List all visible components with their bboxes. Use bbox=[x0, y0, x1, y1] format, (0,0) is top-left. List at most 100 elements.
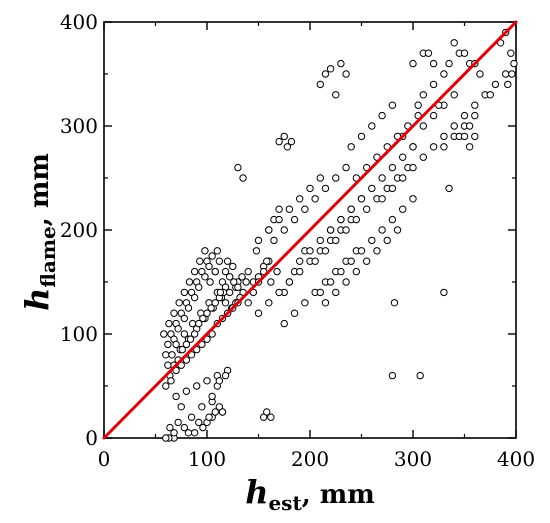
data-point bbox=[342, 163, 350, 172]
data-point bbox=[450, 91, 458, 99]
data-point bbox=[316, 236, 324, 245]
data-point bbox=[170, 429, 178, 437]
data-point bbox=[321, 299, 330, 307]
data-point bbox=[296, 195, 304, 203]
data-point bbox=[280, 226, 288, 234]
data-point bbox=[429, 59, 438, 68]
x-tick-label: 300 bbox=[394, 447, 432, 471]
data-point bbox=[383, 236, 391, 245]
data-point bbox=[429, 80, 438, 89]
data-point bbox=[416, 371, 424, 380]
data-point bbox=[180, 288, 189, 297]
data-point bbox=[265, 226, 273, 234]
data-point bbox=[357, 132, 366, 141]
data-point bbox=[162, 382, 170, 390]
data-point bbox=[172, 392, 180, 401]
data-point bbox=[326, 278, 335, 286]
data-point bbox=[190, 330, 199, 338]
data-point bbox=[254, 309, 263, 317]
data-point bbox=[471, 111, 479, 120]
data-point bbox=[510, 59, 518, 68]
data-point bbox=[195, 283, 203, 291]
data-point bbox=[242, 278, 250, 286]
data-point bbox=[301, 299, 309, 307]
y-tick-label: 100 bbox=[60, 322, 98, 346]
data-point bbox=[388, 371, 397, 380]
data-point bbox=[460, 49, 469, 57]
data-point bbox=[280, 132, 288, 141]
data-point bbox=[465, 143, 474, 151]
data-point bbox=[326, 226, 335, 234]
data-point bbox=[311, 257, 319, 265]
data-point bbox=[326, 65, 335, 73]
y-tick-label: 300 bbox=[60, 114, 98, 138]
data-point bbox=[170, 309, 178, 317]
data-point bbox=[440, 132, 448, 141]
data-point bbox=[174, 418, 182, 427]
data-point bbox=[195, 319, 203, 328]
data-point bbox=[180, 423, 189, 432]
data-point bbox=[230, 278, 238, 286]
data-point bbox=[445, 59, 453, 68]
data-point bbox=[285, 278, 294, 286]
y-axis-title-unit: , mm bbox=[25, 153, 55, 226]
data-point bbox=[193, 382, 201, 390]
data-point bbox=[280, 319, 288, 328]
data-point bbox=[332, 174, 340, 182]
y-tick-label: 0 bbox=[85, 426, 98, 450]
data-point bbox=[207, 304, 215, 312]
data-point bbox=[347, 205, 355, 213]
data-point bbox=[301, 205, 309, 213]
data-point bbox=[388, 101, 397, 109]
data-point bbox=[321, 184, 330, 193]
data-point bbox=[486, 91, 494, 99]
data-point bbox=[275, 215, 283, 224]
data-point bbox=[162, 351, 170, 359]
data-point bbox=[182, 340, 191, 349]
data-point bbox=[342, 278, 350, 286]
data-point bbox=[190, 429, 199, 437]
data-point bbox=[337, 215, 345, 224]
y-tick-label: 200 bbox=[60, 218, 98, 242]
data-point bbox=[399, 153, 407, 161]
data-point bbox=[162, 434, 170, 442]
data-point bbox=[388, 163, 397, 172]
data-point bbox=[445, 184, 453, 193]
data-point bbox=[201, 247, 209, 255]
data-point bbox=[211, 408, 219, 416]
data-point bbox=[199, 314, 207, 323]
data-point bbox=[399, 174, 407, 182]
data-point bbox=[362, 205, 371, 213]
y-tick-label: 400 bbox=[60, 10, 98, 34]
data-point bbox=[198, 403, 206, 411]
data-point bbox=[185, 278, 194, 286]
data-point bbox=[229, 262, 237, 271]
x-tick-label: 100 bbox=[188, 447, 226, 471]
x-axis-title-main: h bbox=[245, 473, 268, 511]
data-point bbox=[504, 80, 512, 89]
data-point bbox=[450, 39, 458, 47]
data-point bbox=[234, 283, 242, 291]
data-point bbox=[213, 247, 222, 255]
data-point bbox=[440, 70, 448, 78]
data-point bbox=[296, 267, 304, 276]
data-point bbox=[167, 377, 175, 385]
data-point bbox=[342, 70, 350, 78]
data-point bbox=[424, 49, 433, 57]
data-point bbox=[175, 299, 183, 307]
data-point bbox=[190, 293, 199, 302]
data-point bbox=[244, 299, 252, 307]
data-point bbox=[225, 273, 234, 281]
data-point bbox=[221, 267, 230, 276]
data-point bbox=[252, 247, 261, 255]
data-point bbox=[168, 351, 176, 359]
data-point bbox=[164, 340, 172, 349]
data-point bbox=[440, 288, 448, 297]
data-point bbox=[409, 143, 417, 151]
data-point bbox=[223, 257, 232, 265]
data-point bbox=[409, 59, 417, 68]
data-point bbox=[285, 205, 294, 213]
data-point bbox=[215, 257, 224, 265]
data-point bbox=[419, 91, 427, 99]
data-point bbox=[215, 377, 224, 385]
